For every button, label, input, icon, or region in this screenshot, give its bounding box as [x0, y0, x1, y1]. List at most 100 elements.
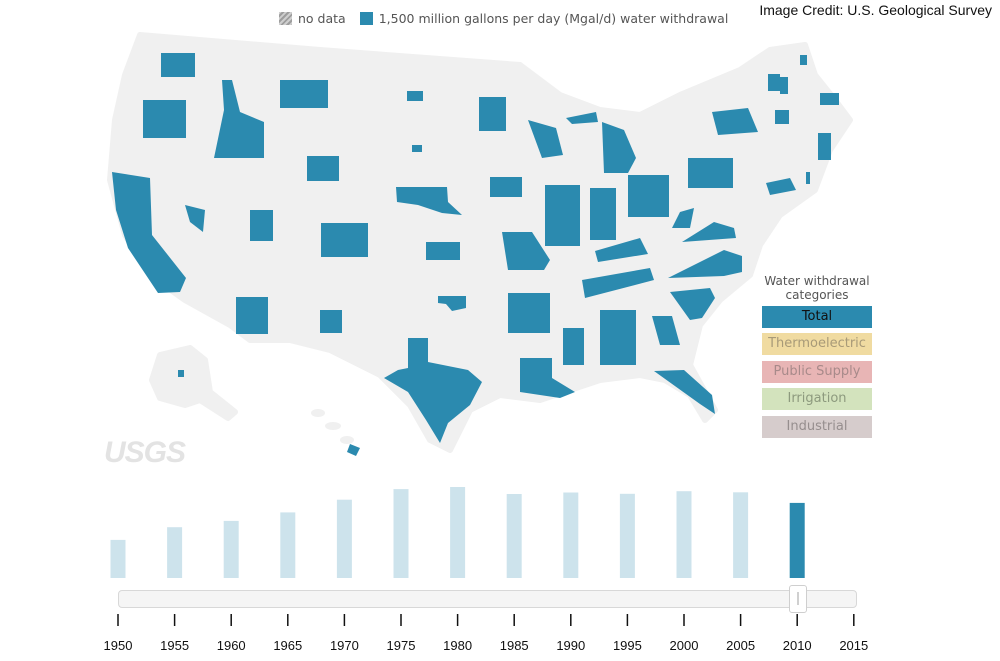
state-hawaii: [347, 444, 360, 456]
bar-2010[interactable]: [789, 502, 805, 578]
bar-1980[interactable]: [450, 487, 466, 578]
state-michigan: [602, 122, 636, 173]
state-pennsylvania: [688, 158, 733, 188]
state-indiana: [590, 188, 616, 240]
bar-1955[interactable]: [167, 527, 183, 578]
state-south-carolina: [670, 288, 715, 320]
tick-label-1950: 1950: [104, 638, 133, 653]
state-michigan-up: [566, 112, 598, 124]
state-north-carolina: [668, 250, 742, 278]
tick-label-1980: 1980: [443, 638, 472, 653]
tick-label-1955: 1955: [160, 638, 189, 653]
state-alaska: [178, 370, 184, 377]
state-virginia: [682, 222, 736, 242]
tick-label-1960: 1960: [217, 638, 246, 653]
tick-label-1990: 1990: [556, 638, 585, 653]
bar-1985[interactable]: [506, 494, 522, 578]
legend-value-label: 1,500 million gallons per day (Mgal/d) w…: [378, 11, 729, 26]
state-massachusetts: [820, 93, 839, 105]
bar-1970[interactable]: [336, 499, 352, 578]
year-slider-track[interactable]: [118, 590, 857, 608]
legend-nodata-label: no data: [298, 11, 346, 26]
state-new-mexico: [320, 310, 342, 333]
category-panel: Water withdrawal categories Total Thermo…: [762, 274, 872, 443]
state-arkansas: [508, 293, 550, 333]
bar-1960[interactable]: [223, 520, 239, 578]
category-total-button[interactable]: Total: [762, 306, 872, 328]
year-slider-handle[interactable]: [789, 585, 807, 613]
state-illinois: [545, 185, 580, 246]
hawaii-land: [311, 409, 354, 444]
state-maine: [800, 55, 807, 65]
state-delaware: [806, 172, 810, 184]
value-swatch: [359, 12, 373, 25]
tick-label-1970: 1970: [330, 638, 359, 653]
withdrawal-bar-chart: [110, 487, 805, 579]
tick-label-2000: 2000: [670, 638, 699, 653]
state-arizona: [236, 297, 268, 334]
image-credit: Image Credit: U.S. Geological Survey: [759, 2, 992, 18]
state-oregon: [143, 100, 186, 138]
state-louisiana: [520, 358, 575, 398]
state-north-dakota: [407, 91, 423, 101]
us-map: [107, 32, 853, 456]
category-public-supply-button[interactable]: Public Supply: [762, 360, 872, 383]
state-missouri: [502, 232, 550, 270]
state-minnesota: [479, 97, 506, 131]
bar-2000[interactable]: [676, 491, 692, 578]
state-iowa: [490, 177, 522, 197]
state-withdrawals: [112, 53, 839, 456]
tick-label-1965: 1965: [273, 638, 302, 653]
year-axis: 1950 1955 1960 1965 1970 1975 1980 1985 1990 1995…: [104, 614, 868, 653]
state-texas: [384, 338, 482, 443]
tick-label-1985: 1985: [500, 638, 529, 653]
nodata-swatch: [279, 12, 292, 25]
state-new-york: [712, 108, 758, 135]
category-title: Water withdrawal categories: [764, 274, 870, 302]
state-montana: [280, 80, 328, 108]
bar-1995[interactable]: [619, 493, 635, 578]
category-irrigation-button[interactable]: Irrigation: [762, 388, 872, 411]
state-connecticut: [775, 110, 789, 124]
state-south-dakota: [412, 145, 422, 152]
state-wisconsin: [528, 120, 563, 158]
bar-2005[interactable]: [733, 492, 749, 578]
legend-value: 1,500 million gallons per day (Mgal/d) w…: [359, 11, 729, 26]
state-wyoming: [307, 156, 339, 181]
state-kentucky: [595, 238, 648, 262]
state-oklahoma: [438, 296, 466, 311]
state-new-hampshire: [780, 77, 788, 94]
tick-label-2015: 2015: [839, 638, 868, 653]
state-washington: [161, 53, 195, 77]
state-idaho: [214, 80, 264, 158]
tick-label-1995: 1995: [613, 638, 642, 653]
category-industrial-button[interactable]: Industrial: [762, 415, 872, 438]
state-vermont: [768, 74, 780, 91]
legend-nodata: no data: [279, 11, 346, 26]
land: [107, 32, 853, 453]
state-colorado: [321, 223, 368, 257]
state-maryland: [766, 178, 796, 195]
state-utah: [250, 210, 273, 241]
state-new-jersey: [818, 133, 831, 160]
bar-1965[interactable]: [280, 512, 296, 578]
tick-label-2005: 2005: [726, 638, 755, 653]
tick-label-1975: 1975: [387, 638, 416, 653]
state-california: [112, 172, 186, 293]
bar-1975[interactable]: [393, 489, 409, 578]
state-florida: [654, 370, 715, 414]
state-tennessee: [582, 268, 654, 298]
state-alabama: [600, 310, 636, 365]
tick-label-2010: 2010: [783, 638, 812, 653]
state-kansas: [426, 242, 460, 260]
state-georgia: [652, 316, 680, 345]
state-nevada: [185, 205, 205, 232]
bar-1950[interactable]: [110, 539, 126, 578]
usgs-logo: USGS: [104, 436, 186, 469]
category-thermoelectric-button[interactable]: Thermoelectric: [762, 333, 872, 356]
state-west-virginia: [672, 208, 694, 228]
bar-1990[interactable]: [563, 492, 579, 579]
alaska-land: [149, 345, 238, 421]
state-mississippi: [563, 328, 584, 365]
map-legend: no data 1,500 million gallons per day (M…: [279, 11, 742, 26]
